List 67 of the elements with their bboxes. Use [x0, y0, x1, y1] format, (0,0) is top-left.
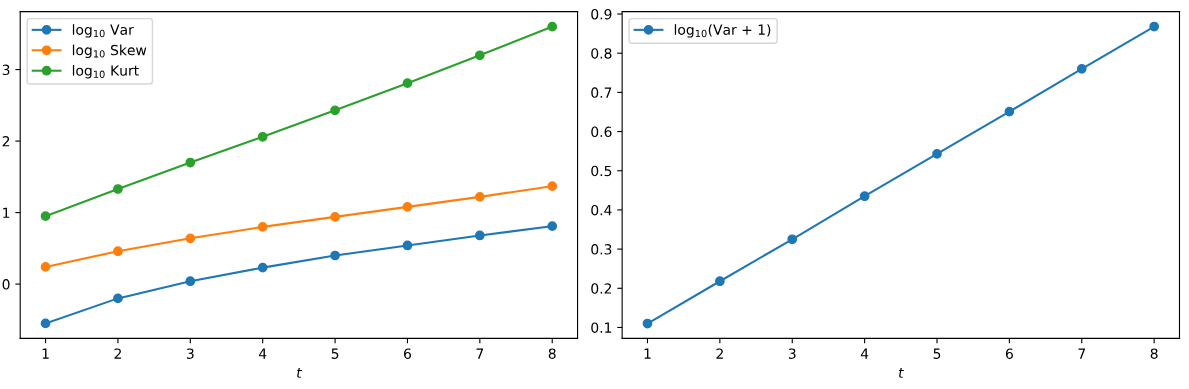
point [402, 240, 413, 251]
x-tick-label: 7 [1078, 348, 1085, 359]
x-tick-label: 6 [1005, 348, 1013, 359]
point [40, 262, 51, 272]
x-tick-label: 4 [258, 348, 267, 359]
y-tick-label: 0.4 [591, 204, 612, 216]
x-axis-title: t [898, 367, 904, 378]
x-tick-label: 7 [476, 348, 484, 359]
y-tick-label: 0.8 [591, 48, 612, 59]
legend-label: log$_{10}$ Kurt [72, 65, 139, 79]
point [113, 184, 123, 194]
point [330, 212, 340, 222]
point [257, 222, 268, 232]
point [547, 21, 558, 32]
point [257, 131, 268, 142]
y-tick-label: 0.9 [591, 8, 612, 20]
x-tick-label: 3 [788, 348, 796, 359]
x-axis-title: t [297, 367, 303, 378]
point [1149, 21, 1160, 32]
point [787, 234, 798, 245]
point [402, 78, 413, 89]
x-tick-label: 5 [331, 348, 339, 359]
point [547, 221, 558, 232]
legend-label: log$_{10}$ Var [72, 24, 134, 38]
point [474, 50, 485, 61]
point [1004, 106, 1015, 117]
x-tick-label: 2 [716, 348, 723, 359]
y-tick-label: 0.3 [591, 244, 612, 255]
point [714, 276, 725, 287]
y-tick-label: 3 [2, 64, 10, 76]
point [185, 233, 196, 244]
legend-label: log$_{10}$(Var + 1) [674, 24, 771, 38]
x-tick-label: 1 [644, 348, 651, 359]
point [474, 230, 485, 241]
point [402, 202, 413, 212]
point [185, 157, 196, 168]
point [474, 191, 485, 202]
point [642, 318, 653, 329]
y-tick-label: 2 [2, 136, 10, 147]
y-tick-label: 0.6 [591, 126, 612, 138]
y-tick-label: 1 [3, 207, 10, 218]
x-tick-label: 1 [42, 348, 49, 359]
point [932, 149, 942, 159]
x-tick-label: 6 [404, 348, 411, 359]
point [859, 191, 870, 202]
point [113, 246, 123, 257]
x-tick-label: 3 [186, 348, 194, 359]
point [547, 181, 558, 191]
legend-label: log$_{10}$ Skew [72, 44, 147, 59]
x-tick-label: 2 [114, 348, 121, 359]
y-tick-label: 0.7 [591, 87, 612, 98]
point [257, 262, 268, 273]
x-tick-label: 8 [548, 348, 556, 359]
y-tick-label: 0.2 [591, 283, 612, 294]
y-tick-label: 0.1 [591, 322, 612, 333]
y-tick-label: 0 [2, 279, 10, 290]
x-tick-label: 8 [1150, 348, 1158, 359]
point [1076, 64, 1087, 74]
point [113, 293, 123, 304]
y-tick-label: 0.5 [591, 165, 612, 177]
x-tick-label: 4 [860, 348, 869, 359]
point [185, 276, 196, 287]
point [330, 105, 340, 116]
point [40, 211, 51, 222]
point [40, 318, 51, 329]
point [330, 250, 340, 261]
x-tick-label: 5 [933, 348, 941, 359]
